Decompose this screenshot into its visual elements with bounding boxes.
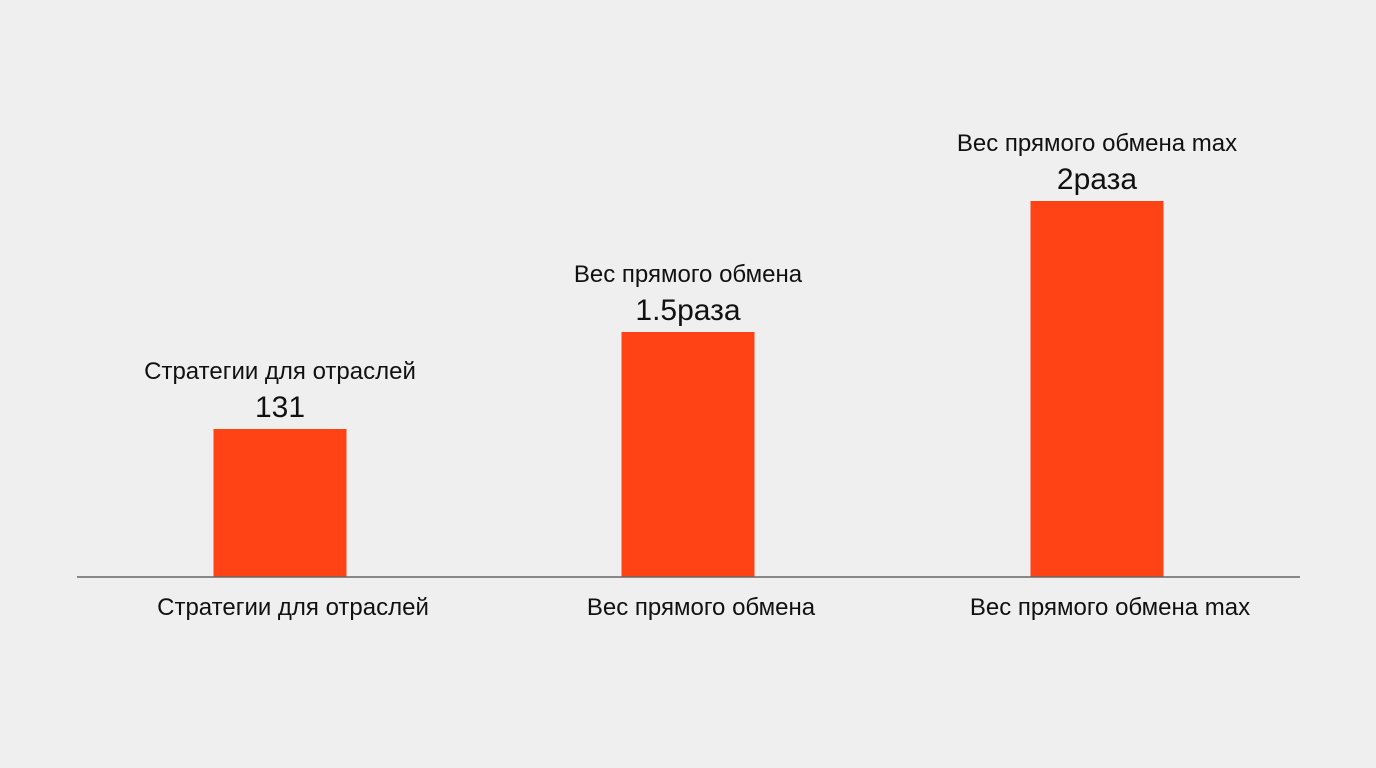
bar-label-1: Стратегии для отраслей bbox=[144, 358, 416, 385]
bar-label-3: Вес прямого обмена max bbox=[957, 130, 1237, 157]
bar-value-3: 2раза bbox=[1057, 163, 1137, 196]
x-tick-label-1: Стратегии для отраслей bbox=[157, 594, 429, 621]
bar-3 bbox=[1030, 201, 1164, 577]
bar-label-2: Вес прямого обмена bbox=[574, 261, 803, 288]
x-tick-label-3: Вес прямого обмена max bbox=[970, 594, 1250, 621]
bar-value-1: 131 bbox=[255, 391, 305, 424]
labels-layer: Стратегии для отраслей 131 Стратегии для о… bbox=[144, 130, 1250, 621]
x-tick-label-2: Вес прямого обмена bbox=[587, 594, 816, 621]
bar-value-2: 1.5раза bbox=[635, 294, 740, 327]
bar-1 bbox=[213, 429, 347, 577]
bar-2 bbox=[621, 332, 755, 577]
bars-layer bbox=[213, 201, 1164, 577]
